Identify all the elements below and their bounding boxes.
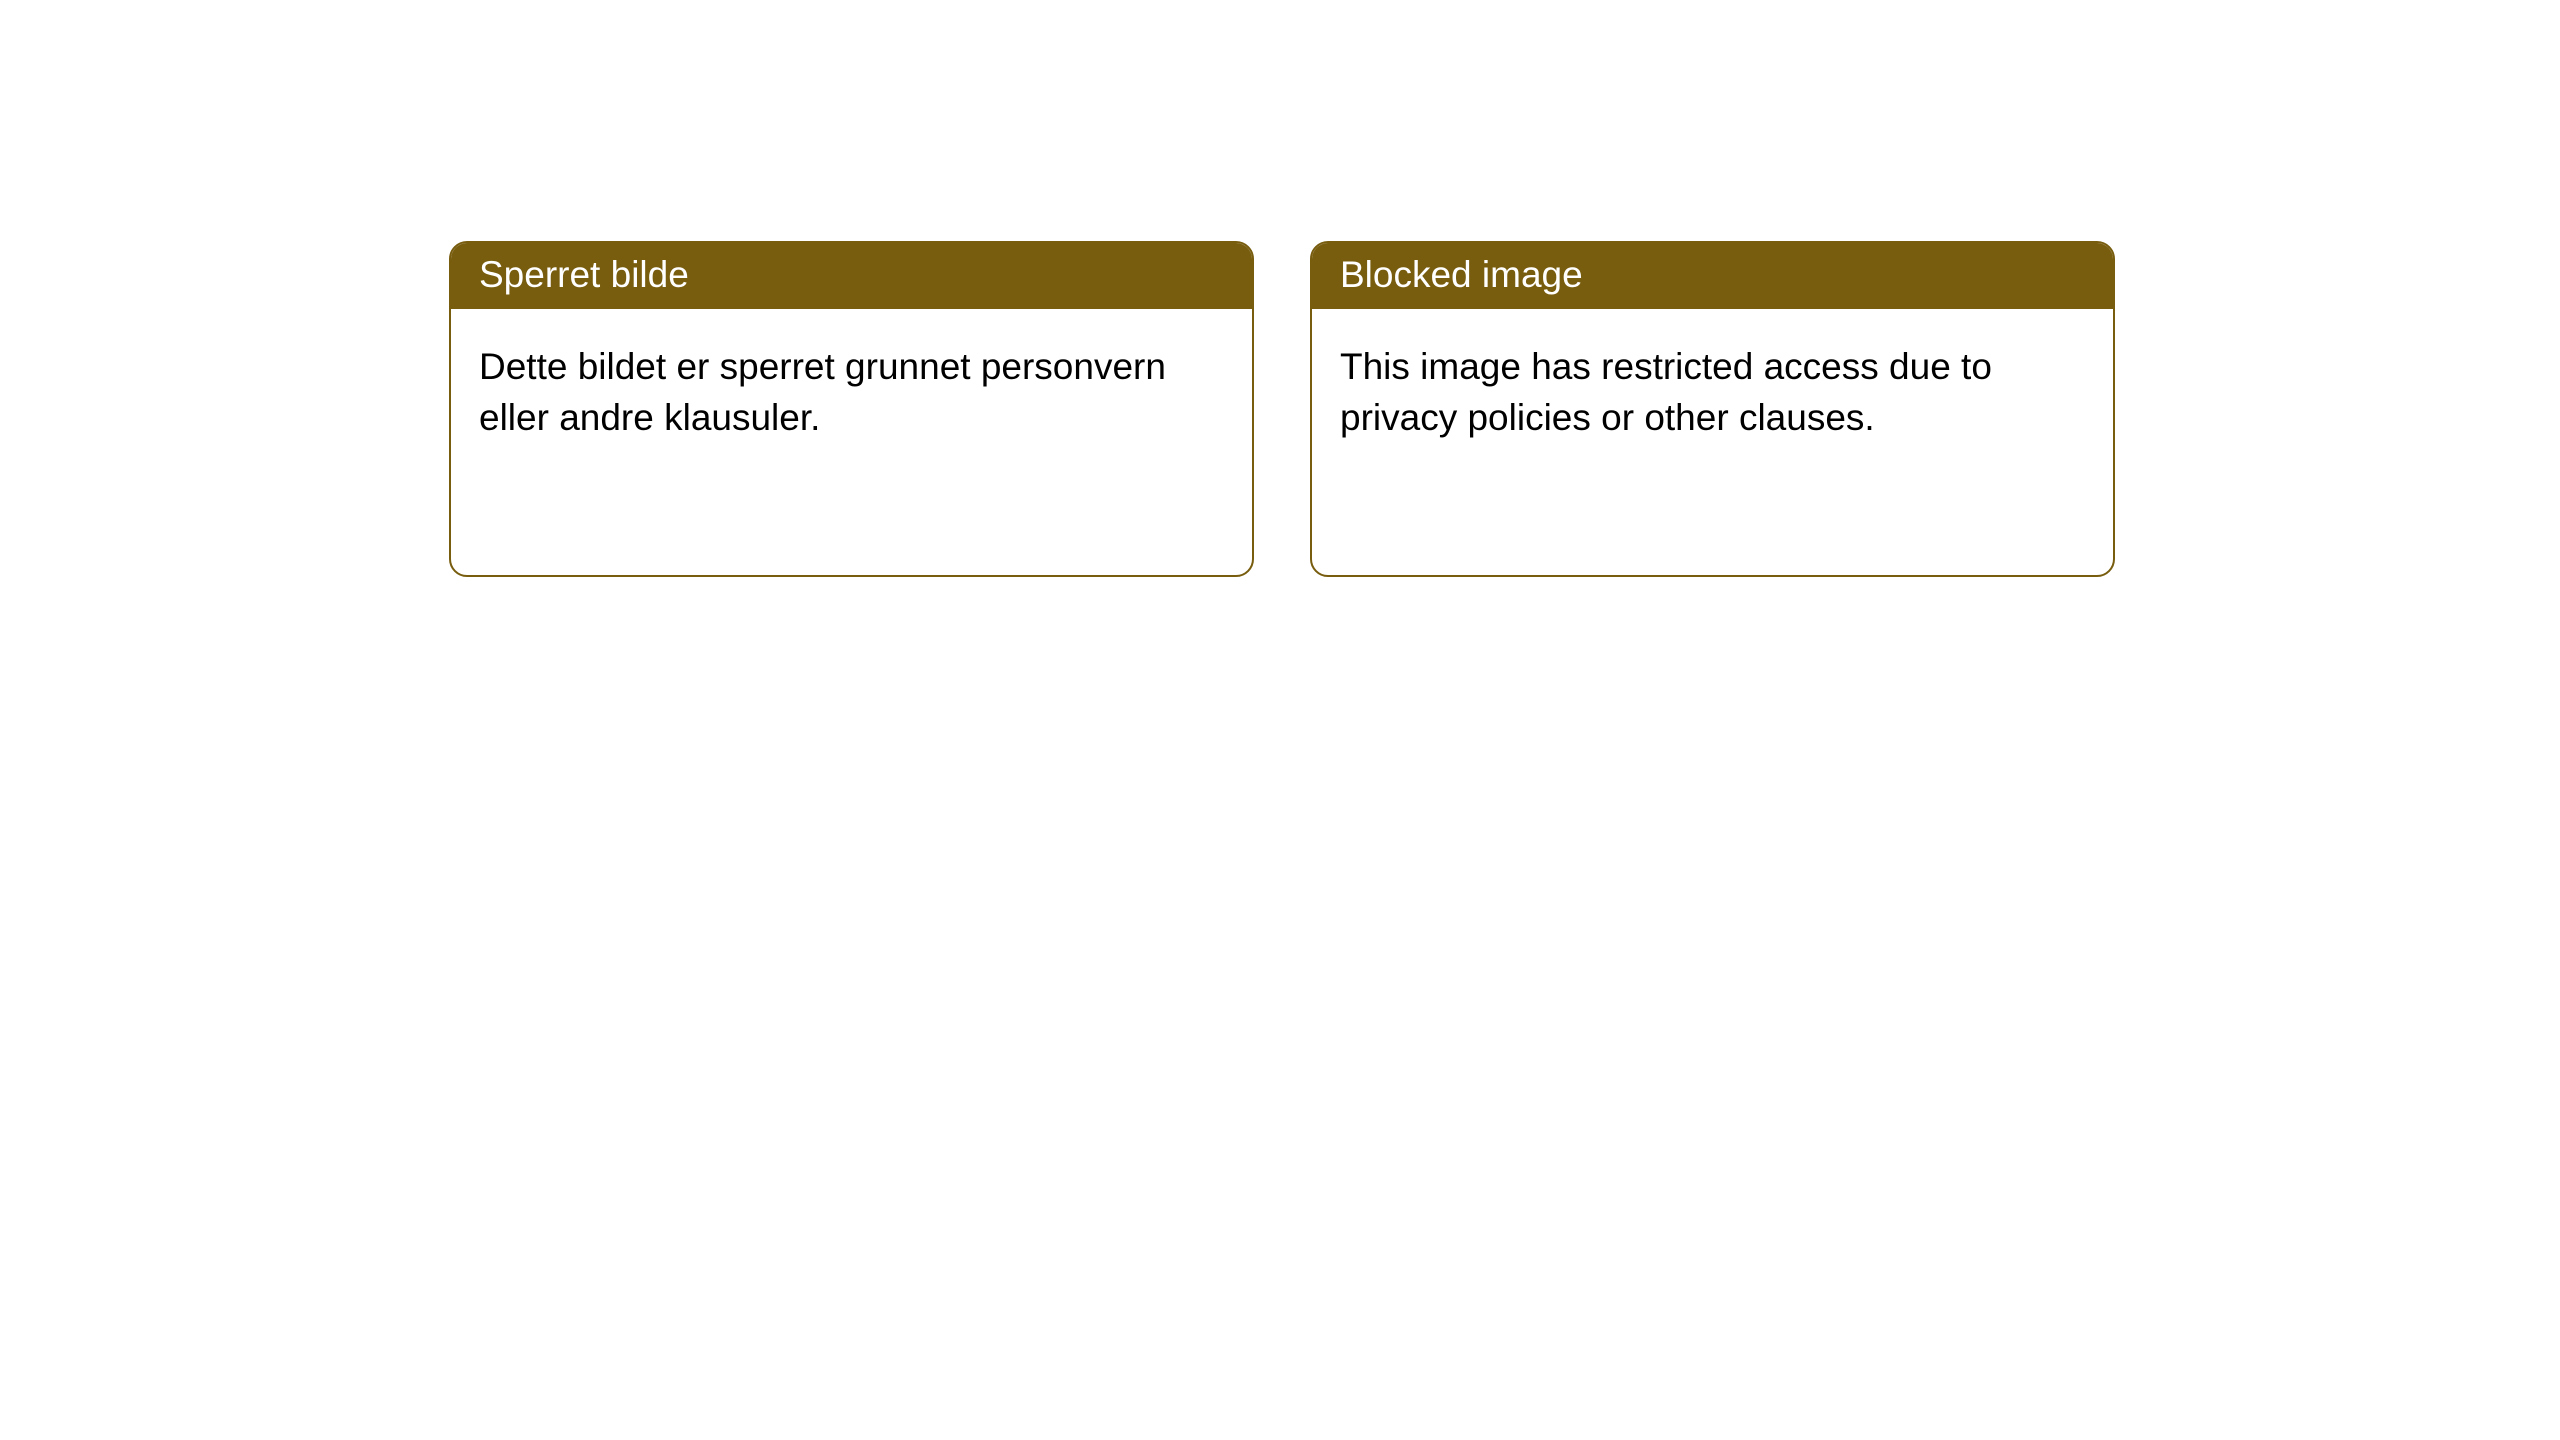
notice-panel-title: Blocked image (1312, 243, 2113, 309)
notice-panels-container: Sperret bilde Dette bildet er sperret gr… (449, 241, 2115, 577)
notice-panel-english: Blocked image This image has restricted … (1310, 241, 2115, 577)
notice-panel-body: This image has restricted access due to … (1312, 309, 2113, 475)
notice-panel-body: Dette bildet er sperret grunnet personve… (451, 309, 1252, 475)
notice-panel-norwegian: Sperret bilde Dette bildet er sperret gr… (449, 241, 1254, 577)
notice-panel-title: Sperret bilde (451, 243, 1252, 309)
